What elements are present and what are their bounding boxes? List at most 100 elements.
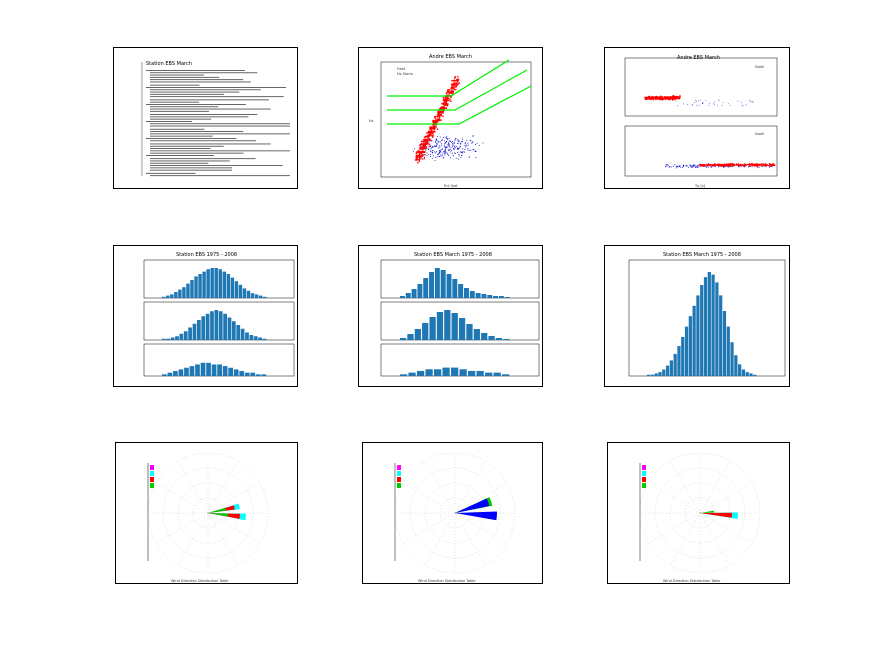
histogram-bar [261, 374, 267, 376]
legend-swatch [150, 477, 154, 482]
scatter-point [699, 99, 701, 101]
scatter-point [692, 104, 693, 106]
histogram-bar [166, 295, 170, 298]
histogram-bar [452, 279, 458, 298]
rose-wedge [700, 512, 732, 518]
histogram-bar [192, 323, 197, 340]
rose-spoke [699, 512, 731, 566]
legend-swatch [397, 483, 401, 488]
threshold-line [387, 69, 528, 111]
scatter-point [683, 103, 684, 105]
histogram-bar [218, 269, 222, 298]
scatter-point [444, 142, 446, 144]
scatter-point [453, 84, 456, 87]
scatter-point [430, 127, 433, 130]
scatter-point [431, 157, 433, 159]
rose-spoke [699, 482, 753, 514]
text-line [150, 93, 225, 95]
text-line [150, 162, 209, 164]
scatter-point [428, 131, 431, 134]
scatter-point [453, 79, 456, 82]
histogram-bar [250, 293, 255, 298]
scatter-point [423, 139, 426, 142]
scatter-point [454, 147, 456, 149]
scatter-point [445, 98, 447, 101]
scatter-point [450, 146, 452, 148]
scatter-point [437, 136, 439, 138]
scatter-point [459, 140, 461, 142]
scatter-point [718, 100, 720, 102]
scatter-point [428, 148, 430, 150]
threshold-line [387, 59, 510, 97]
scatter-point [450, 86, 453, 88]
text-line [150, 89, 261, 91]
scatter-point [451, 79, 453, 82]
scatter-point [733, 163, 736, 166]
scatter-point [423, 145, 426, 147]
legend-swatch [397, 465, 401, 470]
scatter-point [650, 97, 652, 100]
rose-spoke [699, 460, 731, 514]
scatter-point [464, 151, 466, 153]
text-line [150, 108, 271, 110]
scatter-point [455, 88, 457, 91]
scatter-point [442, 148, 444, 150]
scatter-point [695, 166, 697, 168]
scatter-point [695, 99, 696, 101]
scatter-point [753, 165, 756, 167]
text-line [150, 106, 219, 108]
histogram-bar [399, 374, 408, 376]
histogram-bar [423, 278, 429, 298]
panel-rose-2: Wind Direction Distribution Table [362, 442, 543, 584]
histogram-bar [211, 364, 217, 376]
scatter-point [430, 150, 432, 152]
scatter-point [415, 154, 418, 157]
scatter-point [428, 143, 431, 146]
rose-spoke [454, 512, 508, 544]
histogram-bar [197, 320, 201, 340]
histogram-bar [249, 335, 254, 340]
scatter-point [466, 139, 468, 141]
scatter-point [443, 156, 445, 158]
histogram-bar [175, 336, 179, 340]
scatter-point [428, 138, 431, 141]
scatter-point [464, 142, 466, 144]
scatter-point [424, 135, 427, 138]
scatter-point [701, 164, 703, 167]
scatter-point [475, 157, 477, 159]
histogram-bar [242, 288, 247, 298]
scatter-point [438, 116, 441, 118]
text-line [150, 91, 240, 93]
scatter-point [449, 139, 451, 141]
histogram-bar [444, 310, 451, 340]
scatter-point [693, 102, 695, 103]
scatter-point [452, 84, 454, 86]
scatter-point [698, 164, 700, 166]
text-line [150, 84, 200, 86]
text-line [150, 145, 224, 147]
scatter-point [448, 143, 450, 145]
scatter-point [439, 136, 441, 138]
scatter-point [665, 166, 667, 168]
scatter-point [451, 146, 453, 148]
histogram-bar [665, 365, 670, 376]
scatter-point [455, 146, 457, 148]
scatter-point [446, 138, 448, 140]
scatter-point [686, 165, 688, 167]
scatter-point [444, 140, 446, 142]
scatter-point [443, 151, 445, 153]
scatter-points [412, 75, 484, 164]
scatter-point [443, 108, 445, 110]
rose-spoke [647, 512, 701, 544]
scatter-point [415, 157, 417, 159]
scatter-point [418, 148, 421, 150]
scatter-point [440, 106, 443, 109]
scatter-point [415, 158, 418, 161]
scatter-point [693, 164, 695, 166]
rose-spoke [699, 512, 753, 544]
histogram-bar [202, 271, 206, 298]
scatter-point [478, 144, 480, 146]
histogram-bar [730, 342, 734, 376]
scatter-point [677, 165, 679, 167]
scatter-point [432, 149, 434, 151]
